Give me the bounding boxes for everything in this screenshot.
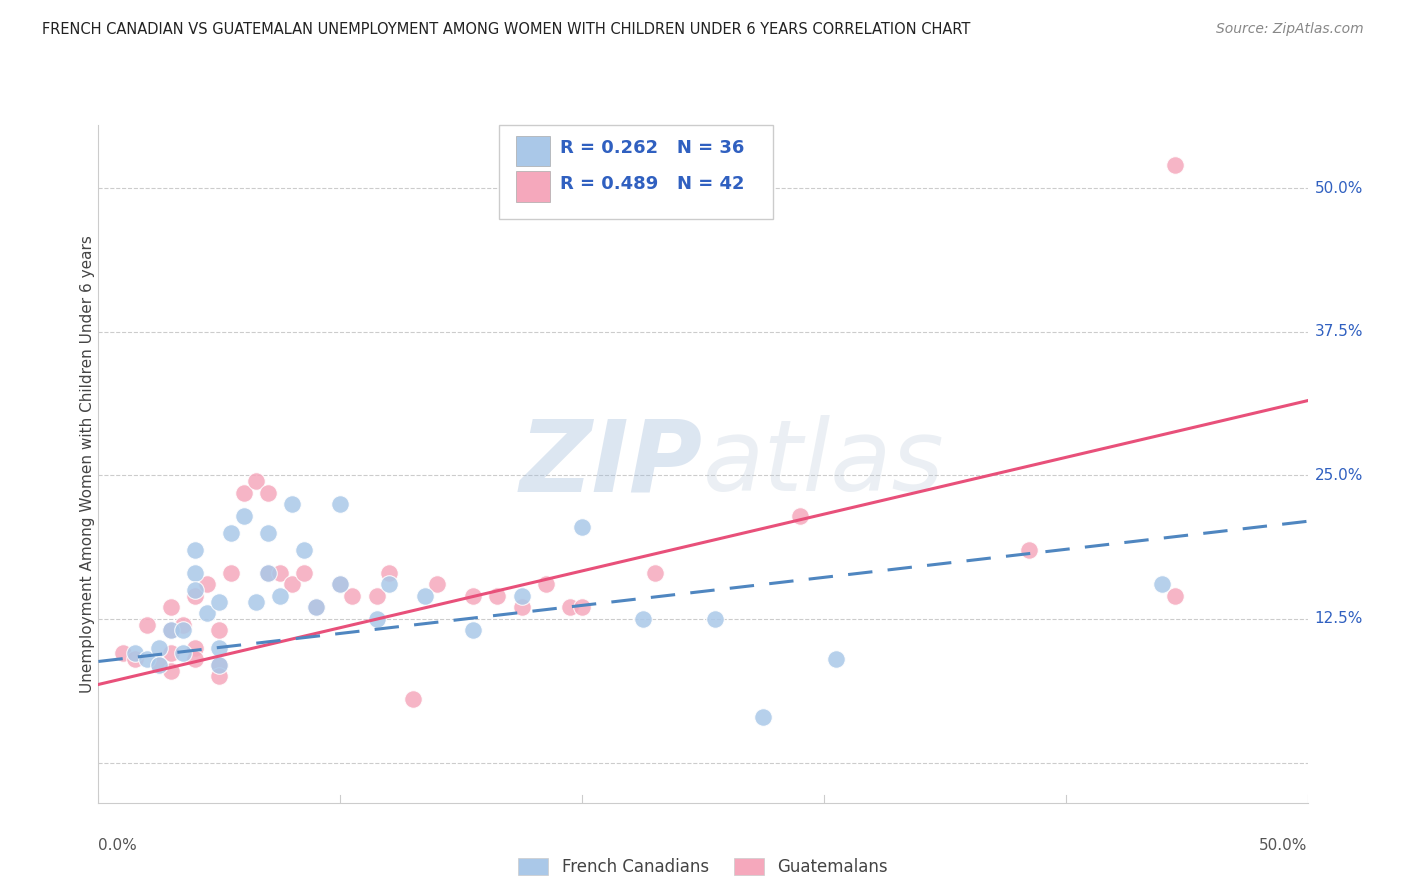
Point <box>463 589 485 603</box>
Point <box>426 577 449 591</box>
Point <box>184 543 207 558</box>
Point <box>342 589 364 603</box>
Point <box>256 566 278 580</box>
Point <box>160 624 183 638</box>
Point <box>124 647 146 661</box>
Text: ZIP: ZIP <box>520 416 703 512</box>
Point <box>184 583 207 598</box>
Text: 0.0%: 0.0% <box>98 838 138 854</box>
Point <box>184 589 207 603</box>
Point <box>789 508 811 523</box>
Y-axis label: Unemployment Among Women with Children Under 6 years: Unemployment Among Women with Children U… <box>80 235 94 693</box>
Text: 12.5%: 12.5% <box>1315 611 1362 626</box>
Text: Source: ZipAtlas.com: Source: ZipAtlas.com <box>1216 22 1364 37</box>
Point <box>124 652 146 666</box>
Point <box>825 652 848 666</box>
Point <box>245 474 267 488</box>
Point <box>160 647 183 661</box>
Point <box>571 600 593 615</box>
Point <box>644 566 666 580</box>
Point <box>160 664 183 678</box>
Point <box>377 566 399 580</box>
Text: FRENCH CANADIAN VS GUATEMALAN UNEMPLOYMENT AMONG WOMEN WITH CHILDREN UNDER 6 YEA: FRENCH CANADIAN VS GUATEMALAN UNEMPLOYME… <box>42 22 970 37</box>
Text: 37.5%: 37.5% <box>1315 324 1362 339</box>
Point <box>232 508 254 523</box>
Point <box>329 577 352 591</box>
Point <box>510 600 533 615</box>
Text: 50.0%: 50.0% <box>1260 838 1308 854</box>
Text: atlas: atlas <box>703 416 945 512</box>
Point <box>208 624 231 638</box>
Point <box>402 692 425 706</box>
Point <box>221 566 243 580</box>
Point <box>195 577 218 591</box>
Point <box>305 600 328 615</box>
Point <box>1163 589 1185 603</box>
Text: R = 0.489   N = 42: R = 0.489 N = 42 <box>560 175 744 193</box>
Point <box>571 520 593 534</box>
Point <box>172 624 194 638</box>
Point <box>558 600 581 615</box>
Point <box>329 497 352 511</box>
Point <box>366 612 388 626</box>
Point <box>245 595 267 609</box>
Point <box>208 595 231 609</box>
Point <box>208 640 231 655</box>
Point <box>256 485 278 500</box>
Point <box>752 709 775 723</box>
Point <box>148 640 170 655</box>
Point <box>160 600 183 615</box>
Point <box>208 657 231 672</box>
Text: 25.0%: 25.0% <box>1315 467 1362 483</box>
Legend: French Canadians, Guatemalans: French Canadians, Guatemalans <box>512 851 894 882</box>
Point <box>463 624 485 638</box>
Point <box>135 617 157 632</box>
Point <box>1018 543 1040 558</box>
Point <box>329 577 352 591</box>
Text: R = 0.262   N = 36: R = 0.262 N = 36 <box>560 139 744 157</box>
Point <box>256 566 278 580</box>
Point <box>1163 158 1185 172</box>
Point <box>269 566 291 580</box>
Point <box>135 652 157 666</box>
Point <box>195 606 218 620</box>
Point <box>111 647 134 661</box>
Point <box>366 589 388 603</box>
Point <box>305 600 328 615</box>
Text: 50.0%: 50.0% <box>1315 180 1362 195</box>
Point <box>208 669 231 683</box>
Point <box>292 543 315 558</box>
Point <box>232 485 254 500</box>
Point <box>172 647 194 661</box>
Point <box>377 577 399 591</box>
Point <box>292 566 315 580</box>
Point <box>486 589 509 603</box>
Point <box>160 624 183 638</box>
Point <box>1152 577 1174 591</box>
Point <box>148 657 170 672</box>
Point <box>281 577 304 591</box>
Point <box>256 525 278 540</box>
Point <box>208 657 231 672</box>
Point <box>413 589 436 603</box>
Point <box>281 497 304 511</box>
Point <box>534 577 557 591</box>
Point <box>704 612 727 626</box>
Point <box>184 566 207 580</box>
Point <box>184 652 207 666</box>
Point <box>631 612 654 626</box>
Point <box>269 589 291 603</box>
Point <box>184 640 207 655</box>
Point <box>510 589 533 603</box>
Point <box>221 525 243 540</box>
Point <box>172 617 194 632</box>
Point <box>148 657 170 672</box>
